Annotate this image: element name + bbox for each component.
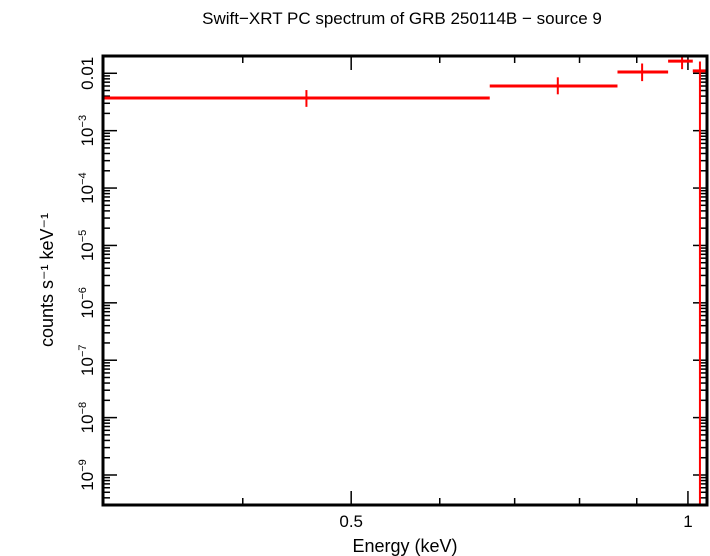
data-point (668, 56, 693, 70)
data-point (692, 61, 707, 505)
y-tick-label: 10−9 (77, 459, 97, 490)
data-point (103, 90, 490, 107)
y-tick-label: 10−4 (77, 172, 97, 203)
data-series (103, 56, 707, 505)
y-tick-label: 10−7 (77, 344, 97, 375)
y-tick-label: 0.01 (78, 57, 97, 90)
y-axis-label: counts s⁻¹ keV⁻¹ (37, 213, 57, 347)
y-tick-label: 10−3 (77, 115, 97, 146)
plot-frame (101, 54, 709, 507)
chart-title: Swift−XRT PC spectrum of GRB 250114B − s… (202, 9, 602, 28)
data-point (489, 77, 618, 95)
y-tick-label: 10−5 (77, 230, 97, 261)
y-tick-label: 10−8 (77, 402, 97, 433)
x-tick-label: 1 (683, 512, 692, 531)
x-tick-label: 0.5 (339, 512, 363, 531)
x-axis-label: Energy (keV) (352, 536, 457, 556)
y-tick-label: 10−6 (77, 287, 97, 318)
axis-ticks (103, 56, 707, 505)
tick-labels: 0.5 1 10−9 10−8 10−7 10−6 10−5 10−4 10−3 0.01 (77, 57, 693, 531)
data-point (617, 63, 669, 82)
